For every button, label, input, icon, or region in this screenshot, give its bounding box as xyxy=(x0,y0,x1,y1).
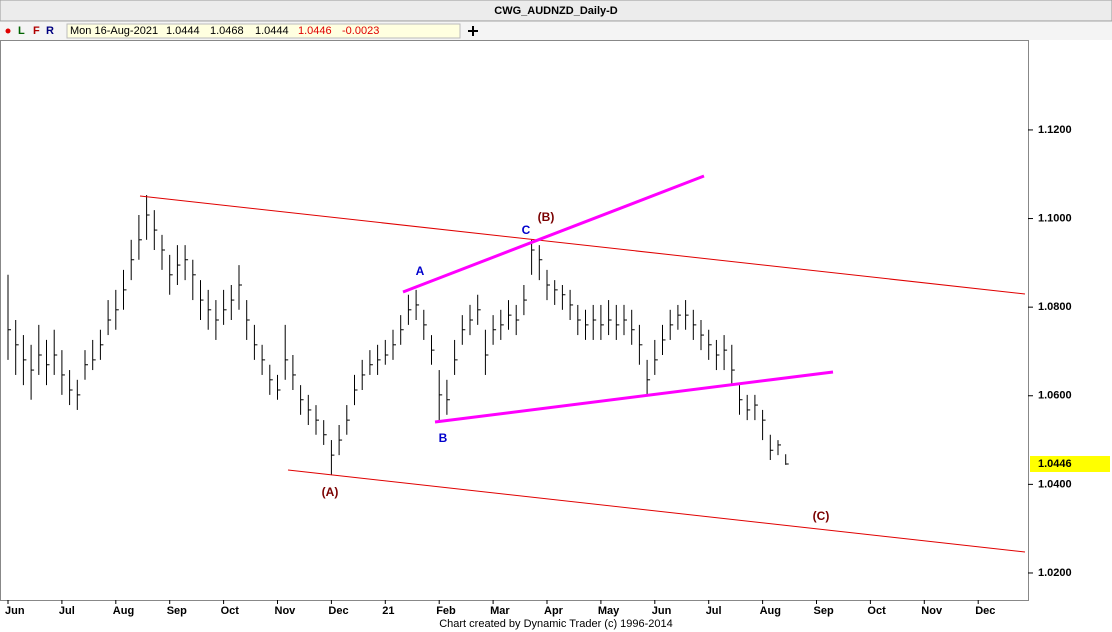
channel-upper xyxy=(139,195,1026,295)
x-tick-label: Nov xyxy=(275,605,297,617)
y-tick-label: 1.1000 xyxy=(1038,212,1072,224)
title-bar xyxy=(0,0,1112,22)
x-tick-label: Mar xyxy=(490,605,510,617)
trend-line-upper xyxy=(402,174,705,294)
add-icon[interactable] xyxy=(468,26,478,36)
y-tick-label: 1.0400 xyxy=(1038,478,1072,490)
x-tick-label: Jul xyxy=(706,605,722,617)
x-tick-label: Feb xyxy=(436,605,456,617)
quote-high: 1.0468 xyxy=(210,25,244,37)
flag-l[interactable]: L xyxy=(18,25,25,37)
x-tick-label: Sep xyxy=(167,605,187,617)
x-tick-label: Aug xyxy=(113,605,134,617)
channel-lower xyxy=(287,469,1026,553)
wave-label: (A) xyxy=(322,485,339,499)
quote-change: -0.0023 xyxy=(342,25,379,37)
x-tick-label: Nov xyxy=(921,605,943,617)
x-tick-label: 21 xyxy=(382,605,394,617)
x-tick-label: Dec xyxy=(975,605,995,617)
x-tick-label: Oct xyxy=(221,605,240,617)
trend-line-lower xyxy=(434,370,834,424)
x-tick-label: Jun xyxy=(652,605,672,617)
quote-box xyxy=(66,23,461,39)
x-tick-label: Jun xyxy=(5,605,25,617)
wave-label: B xyxy=(439,431,448,445)
footer: Chart created by Dynamic Trader (c) 1996… xyxy=(439,618,673,630)
last-price-box xyxy=(1030,455,1110,472)
y-tick-label: 1.0600 xyxy=(1038,390,1072,402)
x-tick-label: Dec xyxy=(328,605,348,617)
plot-frame xyxy=(0,40,1029,601)
last-price-label: 1.0446 xyxy=(1038,458,1072,470)
quote-open: 1.0444 xyxy=(166,25,200,37)
quote-date: Mon 16-Aug-2021 xyxy=(70,25,158,37)
wave-label: C xyxy=(522,223,531,237)
status-dot xyxy=(5,28,11,34)
flag-r[interactable]: R xyxy=(46,25,54,37)
x-tick-label: Aug xyxy=(760,605,781,617)
quote-low: 1.0444 xyxy=(255,25,289,37)
chart-title: CWG_AUDNZD_Daily-D xyxy=(494,5,618,17)
flag-f[interactable]: F xyxy=(33,25,40,37)
y-tick-label: 1.0800 xyxy=(1038,301,1072,313)
wave-label: (B) xyxy=(538,210,555,224)
x-tick-label: May xyxy=(598,605,620,617)
x-tick-label: Jul xyxy=(59,605,75,617)
quote-close: 1.0446 xyxy=(298,25,332,37)
wave-label: A xyxy=(416,264,425,278)
x-tick-label: Oct xyxy=(867,605,886,617)
x-tick-label: Apr xyxy=(544,605,564,617)
x-tick-label: Sep xyxy=(814,605,834,617)
y-tick-label: 1.1200 xyxy=(1038,124,1072,136)
wave-label: (C) xyxy=(813,509,830,523)
y-tick-label: 1.0200 xyxy=(1038,567,1072,579)
